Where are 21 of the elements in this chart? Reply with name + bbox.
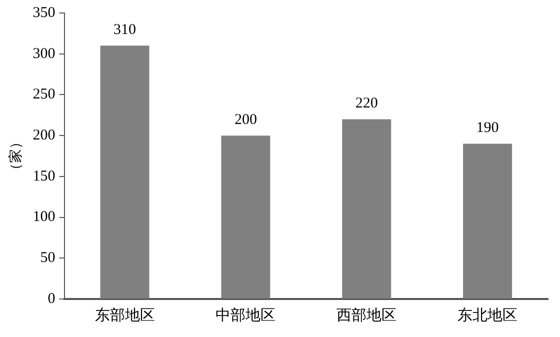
y-tick-label: 0 xyxy=(48,290,56,307)
x-tick-label: 西部地区 xyxy=(336,306,397,324)
data-label: 190 xyxy=(476,120,499,136)
y-axis-title: （家） xyxy=(8,135,24,177)
bar xyxy=(221,136,270,298)
y-tick-label: 250 xyxy=(32,86,56,103)
bar xyxy=(100,46,150,298)
data-label: 220 xyxy=(355,96,378,112)
y-tick-label: 200 xyxy=(32,128,56,144)
y-tick-label: 300 xyxy=(32,46,56,62)
bar xyxy=(463,144,512,298)
x-tick-label: 东北地区 xyxy=(458,306,518,324)
x-tick-label: 中部地区 xyxy=(216,306,276,324)
y-tick-label: 100 xyxy=(32,209,56,226)
x-tick-label: 东部地区 xyxy=(94,306,155,324)
data-label: 310 xyxy=(114,22,136,38)
bar xyxy=(342,119,392,298)
data-label: 200 xyxy=(234,112,257,128)
y-tick-label: 150 xyxy=(32,168,56,184)
y-tick-label: 50 xyxy=(40,250,56,266)
y-tick-label: 350 xyxy=(32,4,56,21)
